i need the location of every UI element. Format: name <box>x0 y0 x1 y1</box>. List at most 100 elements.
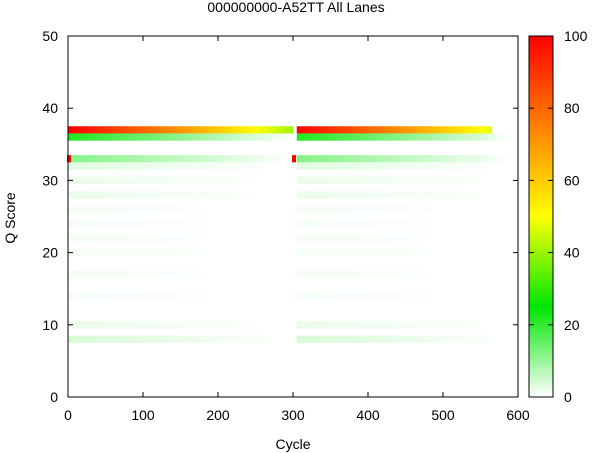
heat-cell <box>311 126 316 134</box>
heat-cell <box>135 205 140 213</box>
heat-cell <box>439 162 444 170</box>
heat-cell <box>128 220 133 228</box>
heat-cell <box>176 176 181 185</box>
heat-cell <box>116 335 121 343</box>
heat-cell <box>341 321 346 329</box>
heat-cell <box>161 335 166 343</box>
heat-cell <box>323 234 328 242</box>
heat-cell <box>326 162 331 170</box>
heat-cell <box>409 335 414 343</box>
heat-cell <box>435 191 440 199</box>
heat-cell <box>319 270 324 278</box>
heat-cell <box>431 126 436 134</box>
heat-cell <box>330 126 335 134</box>
heat-cell <box>86 335 91 343</box>
heat-cell <box>300 205 305 213</box>
heat-cell <box>131 248 136 257</box>
heat-cell <box>405 220 410 228</box>
heat-cell <box>349 220 354 228</box>
heat-cell <box>319 205 324 213</box>
heat-cell <box>113 234 118 242</box>
heat-cell <box>71 292 76 300</box>
heat-cell <box>345 248 350 257</box>
heat-cell <box>109 176 114 185</box>
heat-cell <box>218 335 223 343</box>
heat-cell <box>323 191 328 199</box>
heat-cell <box>398 220 403 228</box>
heat-cell <box>116 155 121 163</box>
heat-cell <box>86 248 91 257</box>
heat-cell <box>326 133 331 141</box>
heat-cell <box>383 335 388 343</box>
heat-cell <box>139 126 144 134</box>
heat-cell <box>135 270 140 278</box>
heat-cell <box>83 205 88 213</box>
heat-cell <box>128 270 133 278</box>
heat-cell <box>356 133 361 141</box>
heat-cell <box>308 335 313 343</box>
heat-cell <box>304 126 309 134</box>
heat-cell <box>248 335 253 343</box>
heat-cell <box>180 220 185 228</box>
heat-cell <box>386 126 391 134</box>
heat-cell <box>128 292 133 300</box>
heat-cell <box>116 292 121 300</box>
heat-cell <box>116 126 121 134</box>
heat-cell <box>161 248 166 257</box>
heat-cell <box>353 234 358 242</box>
heat-cell <box>473 335 478 343</box>
heat-cell <box>124 220 129 228</box>
heat-cell <box>341 234 346 242</box>
heat-cell <box>225 335 230 343</box>
heat-cell <box>424 133 429 141</box>
heat-cell <box>173 248 178 257</box>
heat-cell <box>233 321 238 329</box>
heat-cell <box>139 234 144 242</box>
heat-cell <box>458 126 463 134</box>
heat-cell <box>195 321 200 329</box>
heat-cell <box>191 162 196 170</box>
heat-cell <box>165 248 170 257</box>
heat-cell <box>218 321 223 329</box>
heat-cell <box>409 205 414 213</box>
heat-cell <box>274 126 279 134</box>
heat-cell <box>375 191 380 199</box>
heat-cell <box>173 191 178 199</box>
heat-cell <box>360 191 365 199</box>
heat-cell <box>173 335 178 343</box>
heat-cell <box>304 335 309 343</box>
heat-cell <box>98 220 103 228</box>
heat-cell <box>368 205 373 213</box>
heat-cell <box>349 335 354 343</box>
heat-cell <box>135 321 140 329</box>
heat-cell <box>195 191 200 199</box>
heat-cell <box>473 155 478 163</box>
heat-cell <box>199 321 204 329</box>
heat-cell <box>131 155 136 163</box>
heat-cell <box>371 248 376 257</box>
heat-cell <box>169 335 174 343</box>
heat-cell <box>135 133 140 141</box>
heat-cell <box>98 126 103 134</box>
heat-cell <box>210 155 215 163</box>
heat-cell <box>184 155 189 163</box>
heat-cell <box>476 126 481 134</box>
heat-cell <box>180 162 185 170</box>
heat-cell <box>379 321 384 329</box>
heat-cell <box>150 205 155 213</box>
heat-cell <box>199 126 204 134</box>
heat-cell <box>116 248 121 257</box>
colorbar-tick-label: 100 <box>564 28 588 44</box>
heat-cell <box>191 155 196 163</box>
heat-cell <box>105 220 110 228</box>
heat-cell <box>75 335 80 343</box>
heat-cell <box>120 292 125 300</box>
heat-cell <box>409 234 414 242</box>
heat-cell <box>386 155 391 163</box>
heat-cell <box>128 205 133 213</box>
heat-cell <box>146 220 151 228</box>
heat-cell <box>383 321 388 329</box>
heat-cell <box>379 270 384 278</box>
heat-cell <box>199 270 204 278</box>
heat-cell <box>120 155 125 163</box>
